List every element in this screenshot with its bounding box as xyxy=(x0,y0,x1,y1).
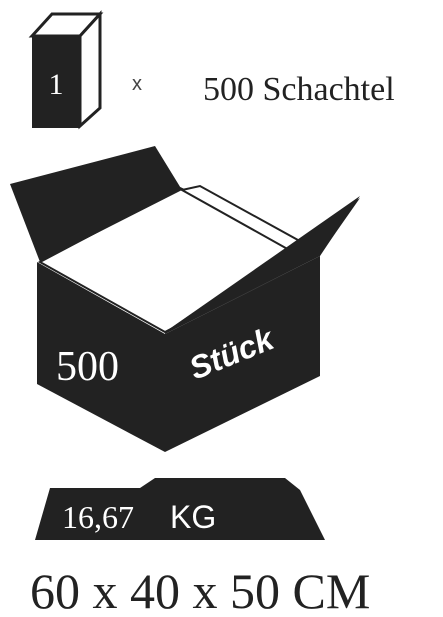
infographic: 1 x 500 Schachtel 500 Stück 16,67 KG 60 … xyxy=(0,0,443,617)
weight-unit: KG xyxy=(170,499,216,535)
box-count: 500 xyxy=(56,344,119,390)
times-sign: x xyxy=(132,73,142,95)
weight-value: 16,67 xyxy=(62,499,134,535)
pack-icon xyxy=(32,14,100,128)
dimensions: 60 x 40 x 50 CM xyxy=(30,563,370,617)
pack-quantity: 500 Schachtel xyxy=(203,71,395,108)
pack-count: 1 xyxy=(49,68,64,101)
carton-icon xyxy=(10,146,360,452)
